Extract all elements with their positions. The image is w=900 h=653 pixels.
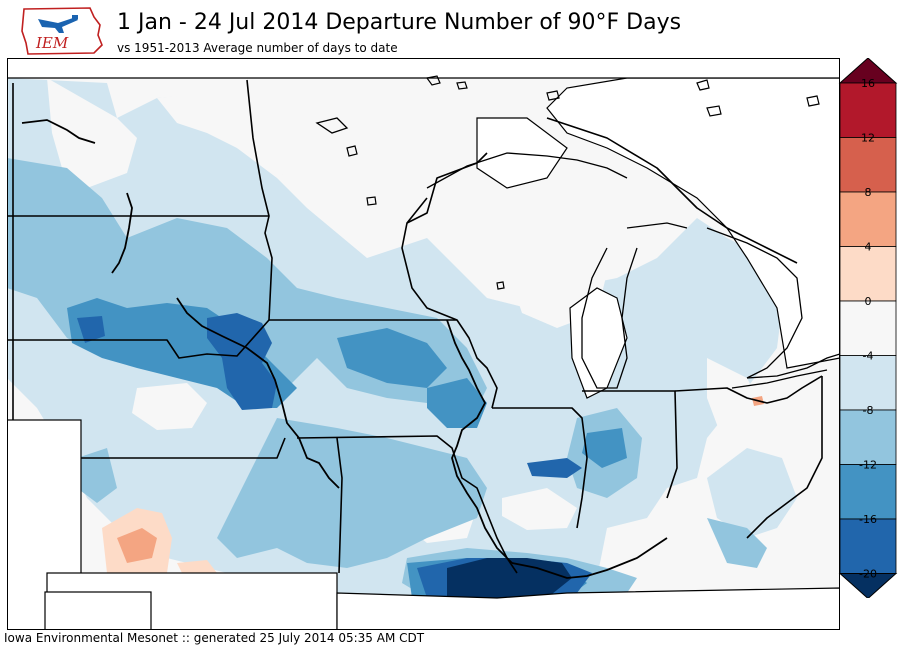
colorbar-segment (839, 82, 897, 138)
iem-logo: IEM (20, 5, 105, 58)
islands (346, 75, 820, 290)
colorbar-tick-label: -20 (859, 568, 877, 581)
colorbar-tick-label: 12 (861, 132, 875, 145)
colorbar-labels: 16 12 8 4 0 -4 -8 -12 -16 -20 (859, 77, 877, 581)
departure-map (7, 58, 840, 630)
colorbar-tick-label: 4 (865, 241, 872, 254)
colorbar-segment (839, 464, 897, 520)
colorbar-segments (838, 58, 898, 598)
colorbar-tick-label: -16 (859, 513, 877, 526)
colorbar-tick-label: 0 (865, 295, 872, 308)
great-lakes (315, 117, 840, 389)
iem-logo-text: IEM (35, 34, 69, 52)
colorbar-tick-label: 8 (865, 186, 872, 199)
colorbar-segment (839, 246, 897, 302)
map-frame (7, 58, 840, 630)
colorbar-segment (839, 518, 897, 574)
colorbar-segment (839, 137, 897, 193)
colorbar-tick-label: -12 (859, 459, 877, 472)
footer-credit: Iowa Environmental Mesonet :: generated … (4, 631, 425, 645)
colorbar-segment (839, 300, 897, 356)
colorbar: 16 12 8 4 0 -4 -8 -12 -16 -20 (838, 58, 898, 598)
colorbar-segment (839, 191, 897, 247)
state-boundaries (7, 79, 823, 574)
colorbar-tick-label: -8 (863, 404, 874, 417)
colorbar-segment (839, 409, 897, 465)
colorbar-tick-label: 16 (861, 77, 875, 90)
colorbar-tick-label: -4 (863, 350, 874, 363)
map-subtitle: vs 1951-2013 Average number of days to d… (117, 41, 398, 55)
map-title: 1 Jan - 24 Jul 2014 Departure Number of … (117, 10, 682, 35)
rivers (21, 119, 668, 579)
map-mask (7, 58, 840, 630)
colorbar-bottom-arrow (838, 573, 898, 598)
colorbar-segment (839, 355, 897, 411)
